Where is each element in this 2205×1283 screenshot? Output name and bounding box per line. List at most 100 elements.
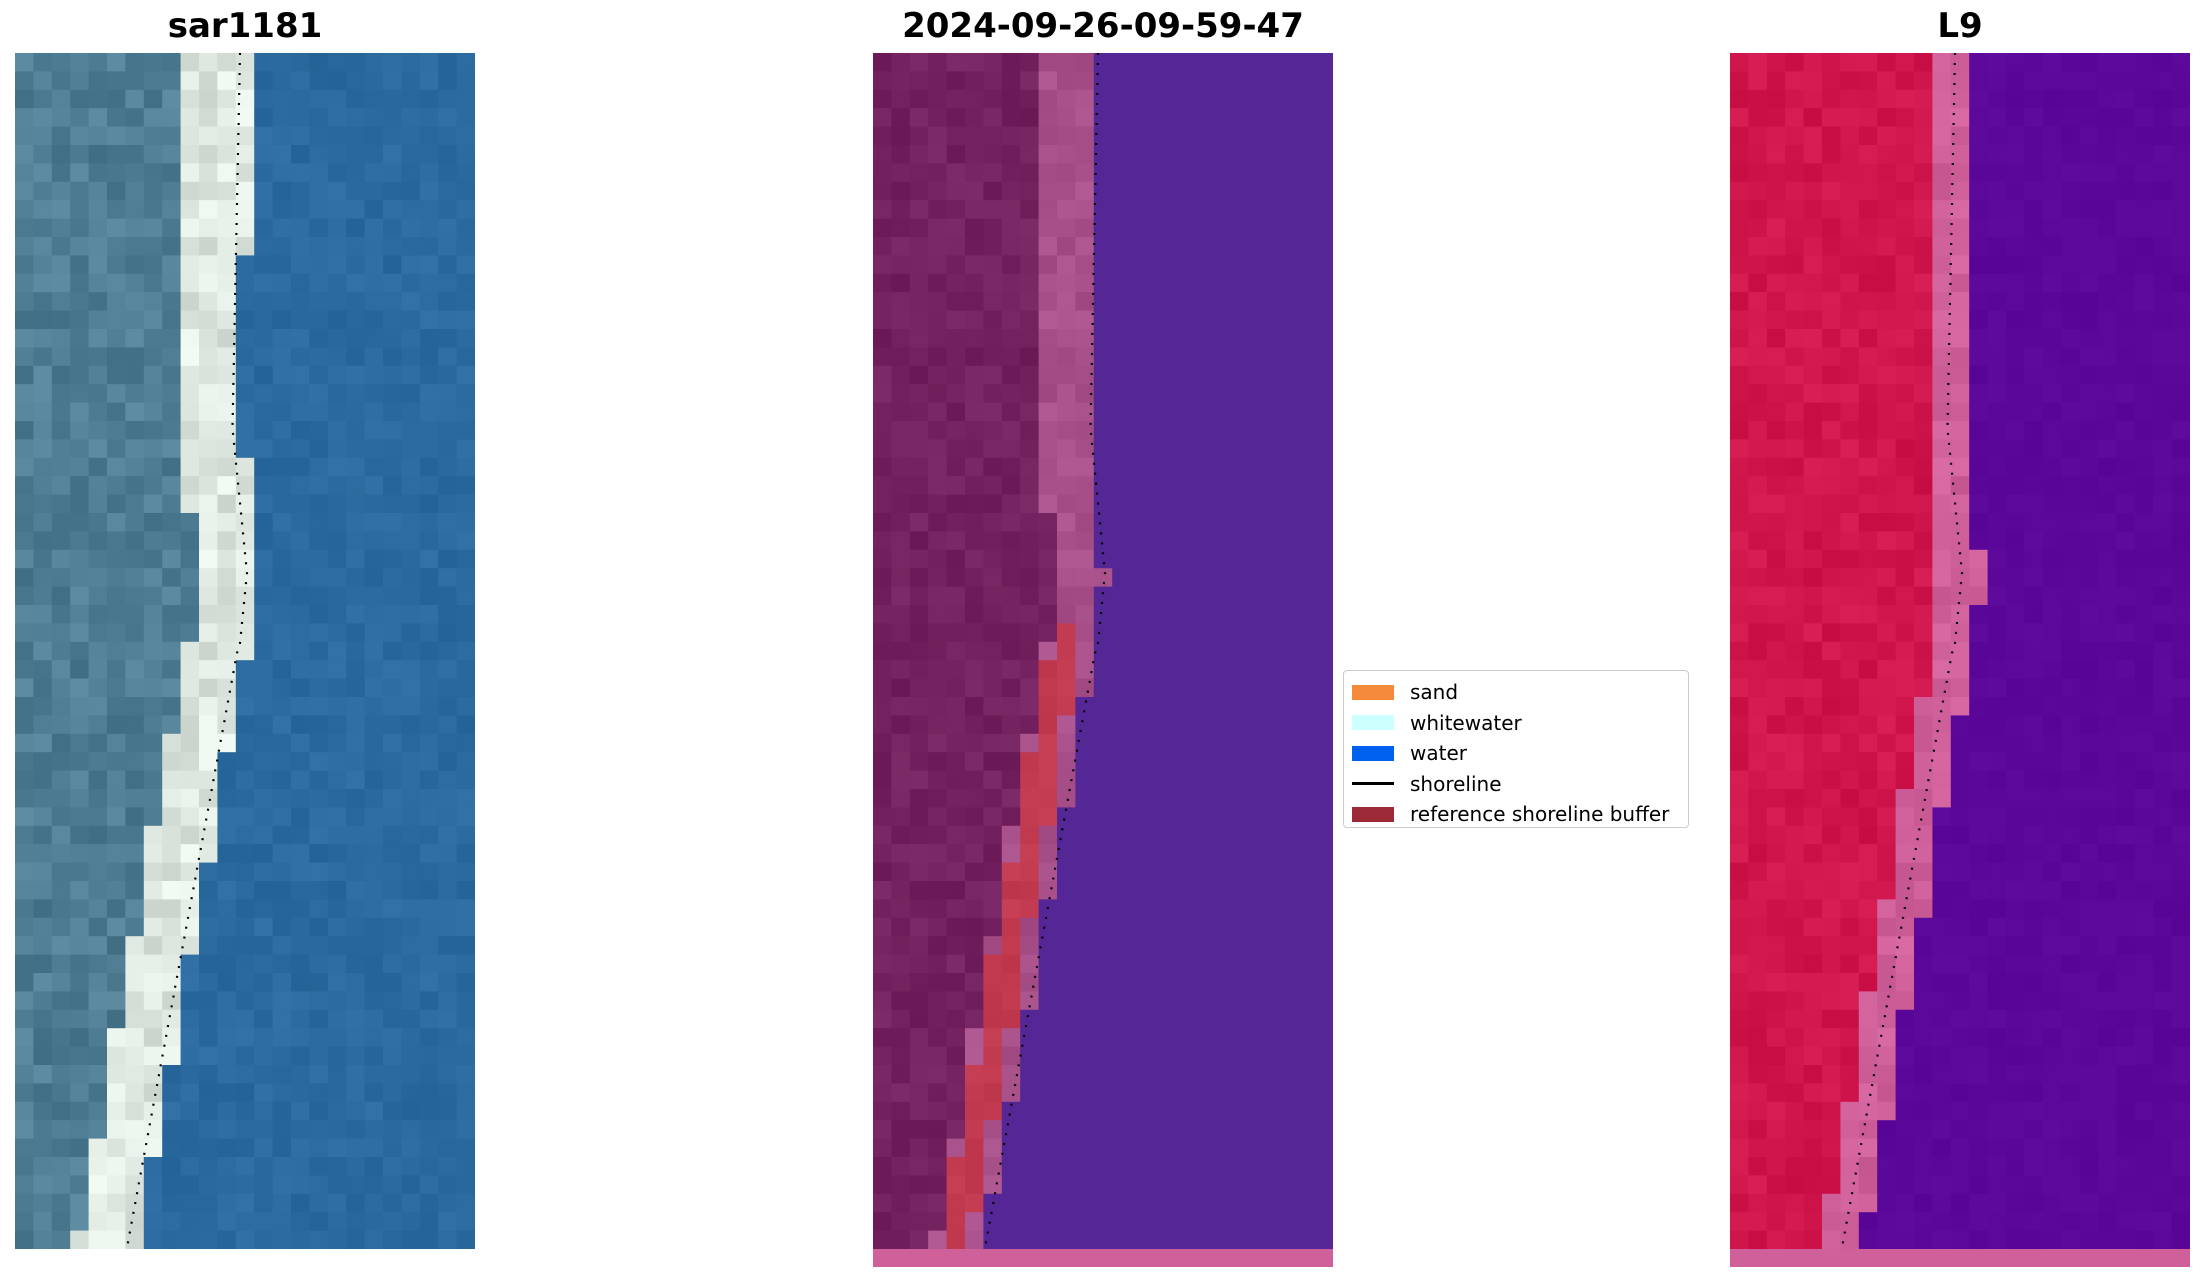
image-pixel: [1858, 789, 1878, 808]
image-pixel: [1112, 126, 1132, 146]
image-pixel: [217, 439, 237, 459]
image-pixel: [1840, 991, 1860, 1011]
image-pixel: [327, 881, 347, 900]
image-pixel: [1185, 881, 1205, 900]
image-pixel: [965, 329, 984, 348]
image-pixel: [33, 1157, 53, 1176]
image-pixel: [909, 421, 929, 440]
image-pixel: [909, 568, 929, 588]
image-pixel: [456, 163, 475, 183]
image-pixel: [1822, 641, 1841, 661]
image-pixel: [364, 1065, 384, 1084]
image-pixel: [2024, 1138, 2044, 1158]
image-pixel: [1259, 954, 1279, 974]
image-pixel: [1803, 310, 1823, 330]
image-pixel: [1840, 789, 1860, 808]
image-pixel: [235, 623, 255, 643]
image-pixel: [1241, 770, 1260, 790]
image-pixel: [1877, 1083, 1897, 1103]
image-pixel: [1914, 568, 1933, 588]
image-pixel: [383, 494, 402, 514]
image-pixel: [1241, 1230, 1260, 1250]
image-pixel: [272, 899, 292, 919]
image-pixel: [1785, 697, 1805, 716]
image-pixel: [401, 347, 421, 367]
image-pixel: [1803, 218, 1823, 238]
image-pixel: [909, 163, 929, 183]
image-pixel: [1803, 1212, 1823, 1232]
image-pixel: [1877, 936, 1897, 956]
image-pixel: [1149, 255, 1168, 275]
image-pixel: [346, 549, 366, 569]
image-pixel: [383, 807, 402, 827]
image-pixel: [1950, 71, 1970, 91]
image-pixel: [1222, 715, 1242, 735]
image-pixel: [1895, 292, 1915, 312]
image-pixel: [456, 1157, 475, 1176]
image-pixel: [891, 1028, 911, 1048]
image-pixel: [965, 954, 984, 974]
image-pixel: [1766, 844, 1786, 864]
image-pixel: [873, 917, 892, 937]
image-pixel: [88, 844, 108, 864]
image-pixel: [180, 770, 200, 790]
image-pixel: [1950, 347, 1970, 367]
image-pixel: [2079, 899, 2099, 919]
image-pixel: [946, 1212, 966, 1232]
image-pixel: [125, 1009, 145, 1029]
image-pixel: [1822, 586, 1841, 606]
image-pixel: [1259, 329, 1279, 348]
image-pixel: [1296, 641, 1316, 661]
image-pixel: [143, 660, 163, 680]
image-pixel: [2153, 531, 2173, 551]
image-pixel: [327, 678, 347, 698]
image-pixel: [70, 421, 90, 440]
image-pixel: [1149, 715, 1168, 735]
image-pixel: [2006, 457, 2025, 477]
image-pixel: [1204, 549, 1224, 569]
image-pixel: [1093, 53, 1113, 72]
image-pixel: [928, 1009, 948, 1029]
image-pixel: [2006, 899, 2025, 919]
image-pixel: [2171, 844, 2190, 864]
image-pixel: [107, 513, 126, 532]
image-pixel: [235, 513, 255, 532]
image-pixel: [1785, 1175, 1805, 1195]
image-pixel: [346, 1157, 366, 1176]
image-pixel: [909, 1138, 929, 1158]
image-pixel: [1803, 1230, 1823, 1250]
image-pixel: [1259, 1083, 1279, 1103]
image-pixel: [2024, 439, 2044, 459]
image-pixel: [965, 1065, 984, 1084]
image-pixel: [2042, 678, 2062, 698]
image-pixel: [1785, 457, 1805, 477]
image-pixel: [1020, 881, 1040, 900]
image-pixel: [2098, 365, 2117, 385]
image-pixel: [291, 678, 310, 698]
image-pixel: [1167, 568, 1187, 588]
image-pixel: [2079, 181, 2099, 201]
image-pixel: [2079, 163, 2099, 183]
image-pixel: [1277, 789, 1297, 808]
image-pixel: [143, 752, 163, 772]
image-pixel: [965, 807, 984, 827]
image-pixel: [1185, 973, 1205, 992]
image-pixel: [33, 181, 53, 201]
image-pixel: [928, 402, 948, 422]
image-pixel: [364, 513, 384, 532]
image-pixel: [2153, 844, 2173, 864]
image-pixel: [1001, 89, 1021, 109]
image-pixel: [873, 844, 892, 864]
image-pixel: [1093, 697, 1113, 716]
image-pixel: [2024, 807, 2044, 827]
image-pixel: [401, 549, 421, 569]
image-pixel: [88, 899, 108, 919]
image-pixel: [1038, 421, 1058, 440]
image-pixel: [272, 329, 292, 348]
image-pixel: [1950, 1046, 1970, 1066]
image-pixel: [2116, 899, 2136, 919]
image-pixel: [1314, 807, 1333, 827]
image-pixel: [1932, 1230, 1952, 1250]
image-pixel: [1987, 586, 2007, 606]
image-pixel: [909, 1101, 929, 1121]
